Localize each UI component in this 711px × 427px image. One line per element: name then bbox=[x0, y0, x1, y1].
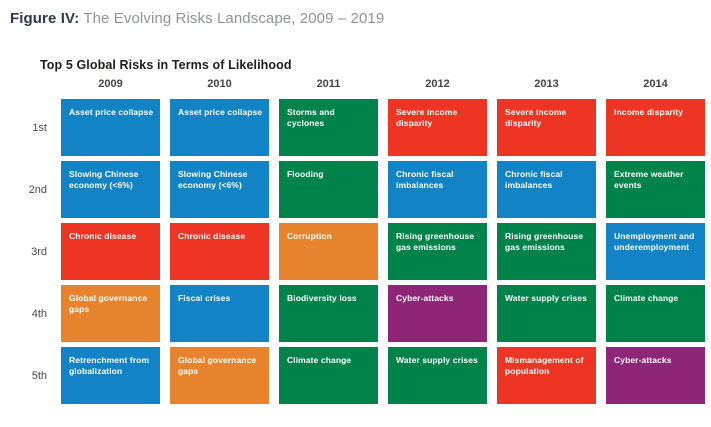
risk-cell-2010-3rd: Chronic disease bbox=[170, 223, 269, 280]
risk-cell-2009-5th: Retrenchment from globalization bbox=[61, 347, 160, 404]
risk-cell-label: Unemployment and underemployment bbox=[614, 231, 695, 252]
risk-cell-2013-2nd: Chronic fiscal imbalances bbox=[497, 161, 596, 218]
risk-row-5th: 5th Retrenchment from globalization Global… bbox=[0, 347, 705, 404]
risk-cell-label: Slowing Chinese economy (<6%) bbox=[69, 169, 139, 190]
risk-cell-2014-5th: Cyber-attacks bbox=[606, 347, 705, 404]
risk-cell-2011-5th: Climate change bbox=[279, 347, 378, 404]
risk-cell-label: Corruption bbox=[287, 231, 332, 241]
risk-cell-2010-1st: Asset price collapse bbox=[170, 99, 269, 156]
risk-cell-label: Water supply crises bbox=[505, 293, 587, 303]
rank-label: 5th bbox=[31, 369, 47, 382]
risk-cell-2009-2nd: Slowing Chinese economy (<6%) bbox=[61, 161, 160, 218]
risk-cell-2013-4th: Water supply crises bbox=[497, 285, 596, 342]
risk-cell-label: Flooding bbox=[287, 169, 324, 179]
rank-label: 2nd bbox=[28, 183, 47, 196]
risk-cell-label: Asset price collapse bbox=[178, 107, 263, 117]
chart-subtitle: Top 5 Global Risks in Terms of Likelihoo… bbox=[40, 58, 292, 72]
risk-row-4th: 4th Global governance gaps Fiscal crises Bi… bbox=[0, 285, 705, 342]
risk-cell-2012-1st: Severe income disparity bbox=[388, 99, 487, 156]
risk-cell-2012-5th: Water supply crises bbox=[388, 347, 487, 404]
risk-cell-label: Biodiversity loss bbox=[287, 293, 357, 303]
risk-cell-2013-3rd: Rising greenhouse gas emissions bbox=[497, 223, 596, 280]
risk-cell-2010-5th: Global governance gaps bbox=[170, 347, 269, 404]
risk-cell-label: Retrenchment from globalization bbox=[69, 355, 150, 376]
risk-cell-2011-3rd: Corruption bbox=[279, 223, 378, 280]
risk-cell-label: Chronic fiscal imbalances bbox=[505, 169, 563, 190]
risk-cell-2011-1st: Storms and cyclones bbox=[279, 99, 378, 156]
risk-cell-label: Climate change bbox=[614, 293, 679, 303]
risk-cell-2014-2nd: Extreme weather events bbox=[606, 161, 705, 218]
risk-cell-label: Chronic disease bbox=[69, 231, 137, 241]
risk-cell-2014-1st: Income disparity bbox=[606, 99, 705, 156]
risk-cell-label: Chronic fiscal imbalances bbox=[396, 169, 454, 190]
year-label-2011: 2011 bbox=[316, 78, 341, 90]
year-label-2013: 2013 bbox=[534, 78, 559, 90]
risk-cell-label: Severe income disparity bbox=[505, 107, 567, 128]
year-header-row: 2009 2010 2011 2012 2013 2014 bbox=[61, 78, 705, 90]
risk-cell-label: Rising greenhouse gas emissions bbox=[505, 231, 584, 252]
rank-label: 1st bbox=[32, 121, 47, 134]
risk-cell-2013-1st: Severe income disparity bbox=[497, 99, 596, 156]
risk-cell-label: Cyber-attacks bbox=[396, 293, 454, 303]
year-label-2010: 2010 bbox=[207, 78, 232, 90]
risk-cell-label: Water supply crises bbox=[396, 355, 478, 365]
risk-cell-2010-4th: Fiscal crises bbox=[170, 285, 269, 342]
risk-cell-label: Climate change bbox=[287, 355, 352, 365]
risk-cell-2014-3rd: Unemployment and underemployment bbox=[606, 223, 705, 280]
risk-cell-2012-3rd: Rising greenhouse gas emissions bbox=[388, 223, 487, 280]
risk-cell-2009-1st: Asset price collapse bbox=[61, 99, 160, 156]
risk-cell-label: Fiscal crises bbox=[178, 293, 231, 303]
risk-cell-label: Extreme weather events bbox=[614, 169, 684, 190]
risk-cell-2012-2nd: Chronic fiscal imbalances bbox=[388, 161, 487, 218]
risk-cell-label: Slowing Chinese economy (<6%) bbox=[178, 169, 248, 190]
rank-label: 4th bbox=[31, 307, 47, 320]
risk-cell-label: Global governance gaps bbox=[69, 293, 148, 314]
risk-cell-2009-4th: Global governance gaps bbox=[61, 285, 160, 342]
risk-cell-2011-2nd: Flooding bbox=[279, 161, 378, 218]
figure-title: Figure IV: The Evolving Risks Landscape, … bbox=[10, 10, 384, 27]
risk-cell-label: Severe income disparity bbox=[396, 107, 458, 128]
risk-cell-2012-4th: Cyber-attacks bbox=[388, 285, 487, 342]
risk-row-1st: 1st Asset price collapse Asset price colla… bbox=[0, 99, 705, 156]
year-label-2009: 2009 bbox=[98, 78, 123, 90]
rank-label: 3rd bbox=[31, 245, 47, 258]
risk-cell-label: Global governance gaps bbox=[178, 355, 257, 376]
risk-grid: 1st Asset price collapse Asset price colla… bbox=[0, 99, 705, 409]
risk-cell-label: Cyber-attacks bbox=[614, 355, 672, 365]
risk-cell-label: Chronic disease bbox=[178, 231, 246, 241]
risk-cell-label: Storms and cyclones bbox=[287, 107, 335, 128]
risk-cell-label: Rising greenhouse gas emissions bbox=[396, 231, 475, 252]
risk-cell-label: Asset price collapse bbox=[69, 107, 154, 117]
risk-cell-2013-5th: Mismanagement of population bbox=[497, 347, 596, 404]
figure-title-text: The Evolving Risks Landscape, 2009 – 201… bbox=[83, 10, 385, 27]
risk-cell-2010-2nd: Slowing Chinese economy (<6%) bbox=[170, 161, 269, 218]
year-label-2014: 2014 bbox=[643, 78, 668, 90]
risk-row-3rd: 3rd Chronic disease Chronic disease Corrupt… bbox=[0, 223, 705, 280]
risk-cell-2011-4th: Biodiversity loss bbox=[279, 285, 378, 342]
risk-cell-2014-4th: Climate change bbox=[606, 285, 705, 342]
year-label-2012: 2012 bbox=[425, 78, 450, 90]
risk-row-2nd: 2nd Slowing Chinese economy (<6%) Slowing … bbox=[0, 161, 705, 218]
risk-cell-label: Mismanagement of population bbox=[505, 355, 584, 376]
figure-number-label: Figure IV: bbox=[10, 10, 80, 27]
risk-cell-2009-3rd: Chronic disease bbox=[61, 223, 160, 280]
risk-cell-label: Income disparity bbox=[614, 107, 684, 117]
